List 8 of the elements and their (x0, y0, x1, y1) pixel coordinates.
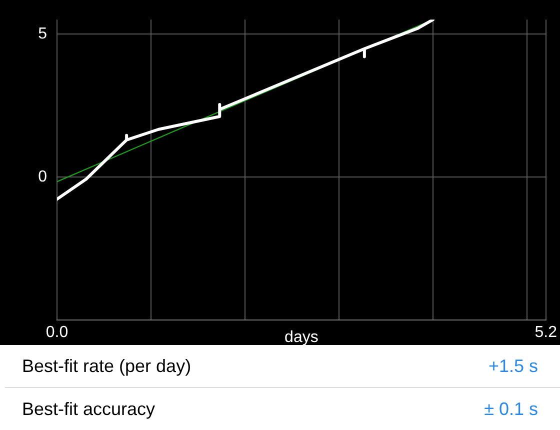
text: ± 0.1 s (484, 398, 538, 420)
x-tick-label: 5.2 (534, 324, 558, 341)
x-tick-label: 0.0 (46, 324, 68, 341)
text: +1.5 s (488, 356, 538, 376)
y-tick-label: 0 (38, 168, 48, 186)
y-tick-label: 5 (38, 25, 48, 42)
text: Best-fit accuracy (22, 398, 156, 420)
text: Best-fit rate (per day) (22, 356, 192, 376)
